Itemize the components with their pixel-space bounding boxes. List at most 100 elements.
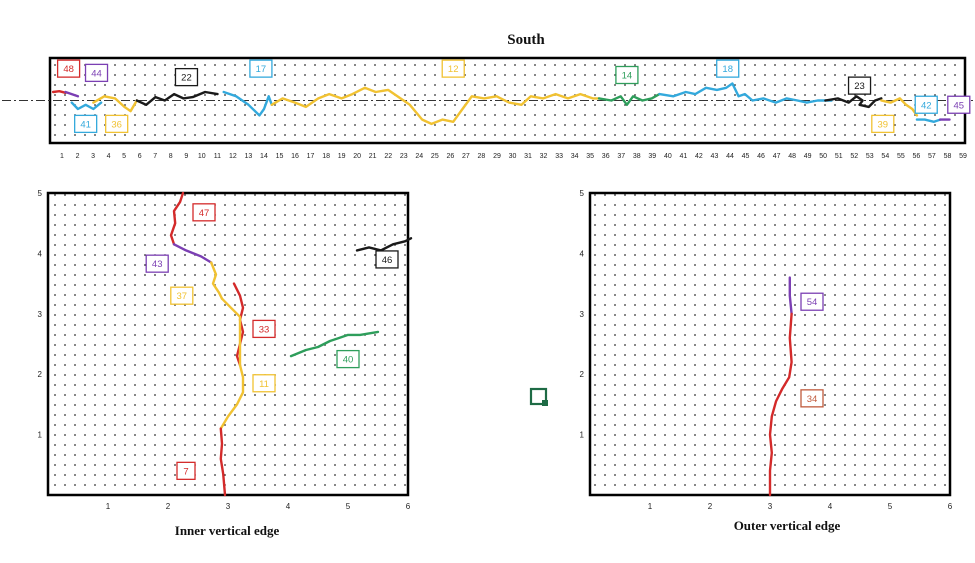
x-tick-label: 2 (76, 153, 80, 160)
y-tick-label: 5 (38, 189, 43, 198)
series-line-17 (222, 90, 273, 117)
x-tick-label: 6 (406, 502, 411, 511)
x-tick-label: 58 (944, 153, 952, 160)
x-tick-label: 11 (214, 153, 221, 160)
x-tick-label: 9 (184, 153, 188, 160)
series-line-54 (788, 276, 793, 315)
x-tick-label: 4 (107, 153, 111, 160)
x-tick-label: 2 (166, 502, 171, 511)
x-tick-label: 53 (866, 153, 874, 160)
inner-frame (46, 191, 410, 497)
south-title: South (507, 32, 545, 48)
x-tick-label: 10 (198, 153, 206, 160)
segment-label-box (947, 95, 971, 114)
segment-label: 47 (199, 208, 210, 219)
series-line-48 (51, 90, 67, 94)
x-tick-label: 52 (850, 153, 858, 160)
x-tick-label: 54 (881, 153, 889, 160)
x-tick-label: 49 (804, 153, 812, 160)
x-tick-label: 19 (338, 153, 346, 160)
segment-label: 12 (448, 64, 459, 75)
segment-label-box (74, 114, 98, 134)
y-tick-label: 4 (38, 249, 43, 258)
segment-label: 44 (91, 68, 102, 79)
x-tick-label: 14 (260, 153, 268, 160)
y-tick-label: 5 (580, 189, 585, 198)
series-line-42 (915, 118, 942, 123)
segment-label: 41 (80, 119, 91, 130)
x-tick-label: 27 (462, 153, 470, 160)
segment-label-box (56, 59, 81, 78)
inner-dot-grid (48, 193, 408, 495)
segment-label: 7 (183, 466, 188, 477)
series-line-23 (824, 95, 883, 109)
x-tick-label: 5 (888, 502, 893, 511)
series-line-37 (210, 261, 224, 300)
x-tick-label: 31 (524, 153, 532, 160)
segment-label: 42 (921, 100, 932, 111)
series-line-18 (658, 82, 833, 104)
segment-label: 39 (878, 119, 889, 130)
x-tick-label: 2 (708, 502, 713, 511)
segment-label-box (145, 254, 169, 273)
segment-label: 34 (807, 394, 818, 405)
series-line-40 (289, 330, 380, 358)
segment-label-box (84, 63, 109, 83)
segment-label: 11 (259, 379, 269, 390)
segment-label-box (336, 349, 360, 369)
y-tick-label: 1 (38, 431, 43, 440)
x-tick-label: 55 (897, 153, 905, 160)
x-tick-label: 1 (106, 502, 111, 511)
segment-label-box (105, 114, 129, 134)
outer-dot-grid (590, 193, 950, 495)
series-line-39 (880, 97, 919, 117)
x-tick-label: 51 (835, 153, 843, 160)
segment-label: 36 (111, 119, 122, 130)
x-tick-label: 29 (493, 153, 501, 160)
series-line-46 (355, 237, 413, 252)
segment-label-box (800, 292, 824, 311)
x-tick-label: 3 (226, 502, 231, 511)
series-line-44 (64, 90, 80, 98)
x-tick-label: 4 (828, 502, 833, 511)
x-tick-label: 25 (431, 153, 439, 160)
y-tick-label: 1 (580, 431, 585, 440)
series-line-36 (92, 95, 138, 113)
series-line-12 (270, 86, 601, 126)
x-tick-label: 7 (153, 153, 157, 160)
segment-label-box (174, 67, 199, 87)
x-tick-label: 47 (773, 153, 781, 160)
segment-label-box (170, 286, 194, 305)
segment-label-box (615, 65, 639, 85)
inner-title: Inner vertical edge (175, 523, 280, 538)
x-tick-label: 48 (788, 153, 796, 160)
segment-label-box (441, 59, 465, 78)
segment-label: 17 (256, 64, 267, 75)
segment-label: 23 (854, 81, 865, 92)
x-tick-label: 6 (138, 153, 142, 160)
segment-label-box (800, 389, 824, 408)
x-tick-label: 1 (60, 153, 64, 160)
segment-label: 45 (954, 100, 965, 111)
segment-label-box (375, 250, 399, 269)
segment-label-box (716, 59, 740, 78)
x-tick-label: 17 (307, 153, 315, 160)
series-line-34 (768, 312, 793, 497)
series-line-22 (135, 90, 219, 106)
series-line-41 (70, 101, 103, 111)
x-tick-label: 1 (648, 502, 653, 511)
x-tick-label: 4 (286, 502, 291, 511)
x-tick-label: 24 (415, 153, 423, 160)
segment-label-box (847, 76, 872, 95)
x-tick-label: 59 (959, 153, 967, 160)
x-tick-label: 30 (509, 153, 517, 160)
outer-title: Outer vertical edge (734, 518, 841, 533)
x-tick-label: 28 (478, 153, 486, 160)
x-tick-label: 18 (322, 153, 330, 160)
segment-label: 48 (63, 64, 74, 75)
x-tick-label: 41 (679, 153, 687, 160)
series-line-33 (232, 282, 245, 367)
x-tick-label: 33 (555, 153, 563, 160)
